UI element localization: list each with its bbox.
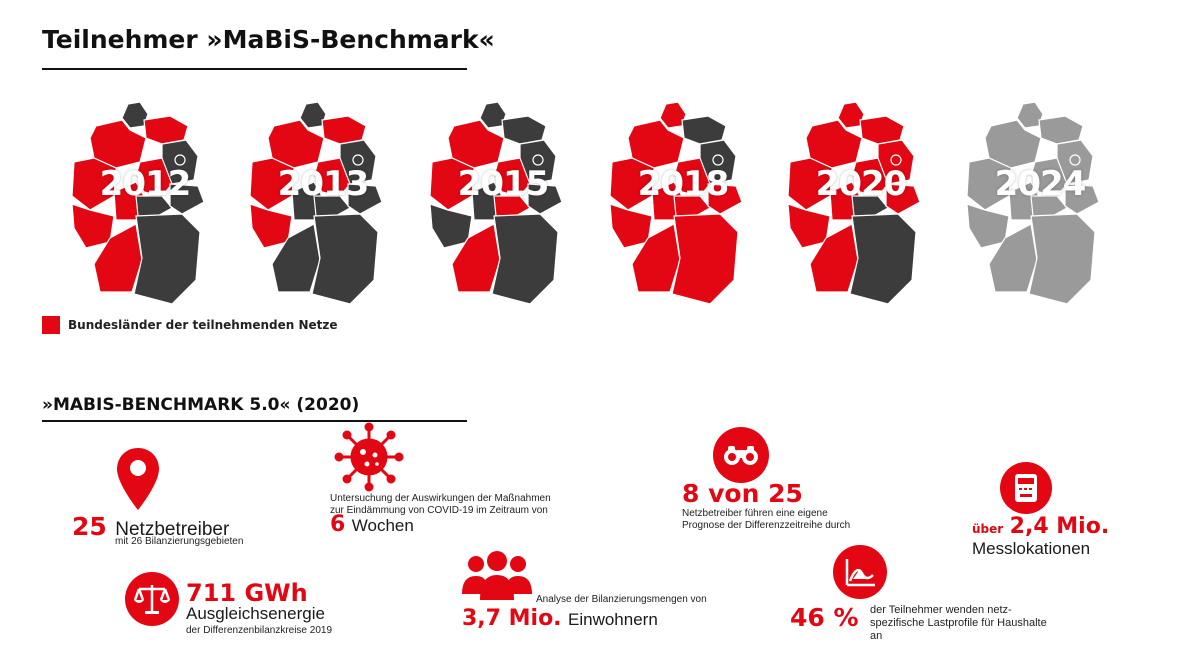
state-region [671, 213, 739, 305]
state-region [885, 183, 921, 215]
legend-swatch [42, 316, 60, 334]
state-region [988, 223, 1038, 293]
state-region [491, 213, 559, 305]
state-region [493, 195, 531, 219]
state-region [849, 213, 917, 305]
state-region [311, 213, 379, 305]
prognose-value: 8 von 25 [682, 479, 803, 508]
germany-map-2013: 2013 [248, 92, 398, 307]
state-region [707, 183, 743, 215]
germany-map-2024: 2024 [965, 92, 1115, 307]
state-region [851, 195, 889, 219]
state-region [1030, 195, 1068, 219]
city-state-outline [174, 154, 186, 166]
mess-prefix: über [972, 522, 1004, 536]
energie-value: 711 GWh [186, 579, 308, 607]
state-region [1038, 115, 1084, 145]
prognose-desc: Netzbetreiber führen eine eigene Prognos… [682, 508, 851, 531]
lastprofile-desc: der Teilnehmer wenden netz-spezifische L… [870, 604, 1047, 642]
legend-label: Bundesländer der teilnehmenden Netze [68, 318, 338, 332]
state-region [299, 101, 327, 129]
stat-mess: über 2,4 Mio. [972, 514, 1109, 539]
lastprofile-value: 46 % [790, 603, 859, 632]
state-region [681, 115, 727, 145]
electric-meter-icon [1000, 462, 1052, 514]
city-state-outline [352, 154, 364, 166]
netzbetreiber-sub: mit 26 Bilanzierungsgebieten [115, 536, 244, 547]
scales-icon [125, 572, 179, 626]
state-region [809, 223, 859, 293]
covid-label: Wochen [351, 516, 414, 535]
state-region [837, 101, 865, 129]
legend: Bundesländer der teilnehmenden Netze [42, 316, 338, 334]
mess-label: Messlokationen [972, 539, 1091, 558]
einwohner-desc: Analyse der Bilanzierungsmengen von [536, 594, 707, 605]
state-region [673, 195, 711, 219]
germany-map-2018: 2018 [608, 92, 758, 307]
map-year-label: 2012 [99, 164, 192, 204]
covid-value: 6 [330, 512, 346, 537]
page-title: Teilnehmer »MaBiS-Benchmark« [42, 25, 495, 54]
state-region [451, 223, 501, 293]
people-icon [462, 551, 532, 600]
map-pin-icon [117, 448, 159, 510]
stat-netzbetreiber: 25 Netzbetreiber [72, 512, 229, 541]
state-region [169, 183, 205, 215]
germany-map-2012: 2012 [70, 92, 220, 307]
state-region [659, 101, 687, 129]
energie-sub: der Differenzenbilanzkreise 2019 [186, 625, 333, 636]
section-divider [42, 420, 467, 422]
state-region [479, 101, 507, 129]
state-region [1064, 183, 1100, 215]
state-region [501, 115, 547, 145]
binoculars-icon [713, 427, 769, 483]
city-state-outline [532, 154, 544, 166]
state-region [93, 223, 143, 293]
energie-label: Ausgleichsenergie [186, 604, 325, 623]
mess-value: 2,4 Mio. [1009, 514, 1110, 539]
state-region [1028, 213, 1096, 305]
city-state-outline [890, 154, 902, 166]
state-region [527, 183, 563, 215]
state-region [271, 223, 321, 293]
state-region [859, 115, 905, 145]
netzbetreiber-label: Netzbetreiber [115, 519, 230, 540]
einwohner-value: 3,7 Mio. [462, 606, 562, 631]
state-region [1016, 101, 1044, 129]
map-year-label: 2013 [277, 164, 370, 204]
einwohner-label: Einwohnern [568, 610, 658, 629]
stat-covid: 6 Wochen [330, 512, 414, 537]
load-profile-icon [833, 545, 887, 599]
germany-map-2015: 2015 [428, 92, 578, 307]
map-year-label: 2015 [457, 164, 550, 204]
section-title: »MABIS-BENCHMARK 5.0« (2020) [42, 395, 360, 415]
map-year-label: 2020 [815, 164, 908, 204]
state-region [135, 195, 173, 219]
state-region [347, 183, 383, 215]
title-divider [42, 68, 467, 70]
city-state-outline [712, 154, 724, 166]
virus-icon [334, 422, 404, 492]
state-region [133, 213, 201, 305]
state-region [143, 115, 189, 145]
map-year-label: 2018 [637, 164, 730, 204]
covid-desc: Untersuchung der Auswirkungen der Maßnah… [330, 493, 551, 516]
germany-map-2020: 2020 [786, 92, 936, 307]
netzbetreiber-value: 25 [72, 512, 107, 541]
stat-einwohner: 3,7 Mio. Einwohnern [462, 606, 658, 631]
map-year-label: 2024 [994, 164, 1087, 204]
state-region [321, 115, 367, 145]
state-region [121, 101, 149, 129]
city-state-outline [1069, 154, 1081, 166]
state-region [313, 195, 351, 219]
state-region [631, 223, 681, 293]
